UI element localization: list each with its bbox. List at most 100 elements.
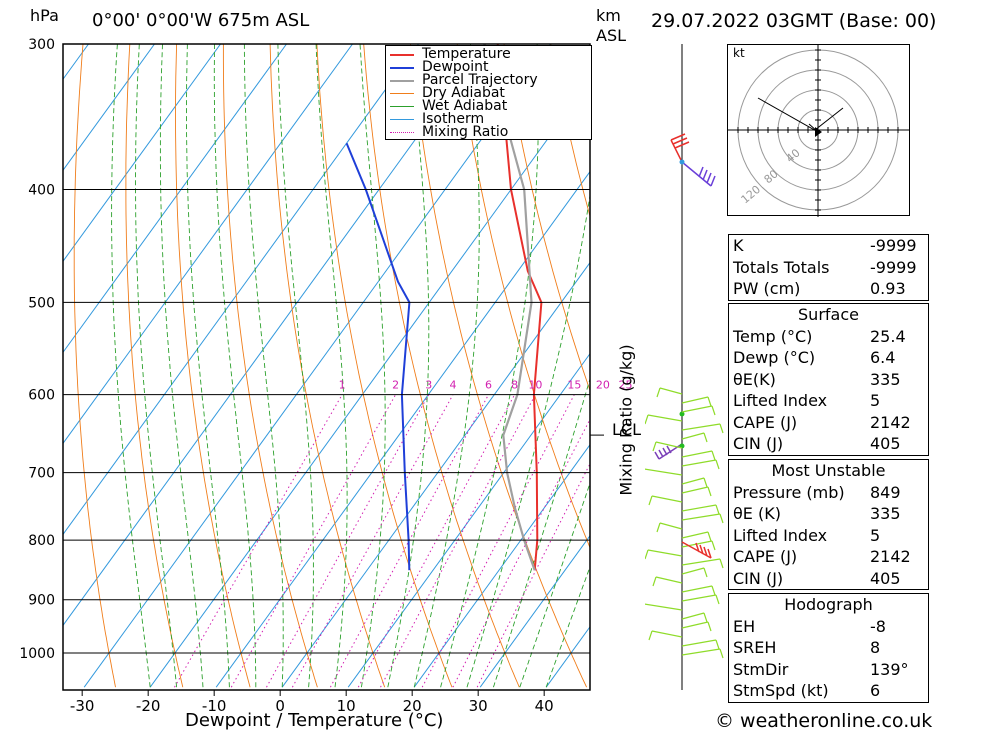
- isotherm-line: [479, 534, 590, 688]
- series-dewpoint: [345, 142, 411, 571]
- km-label: km: [596, 6, 621, 25]
- legend-item-dry-adiabat: Dry Adiabat: [390, 86, 505, 100]
- x-tick-label: -10: [202, 697, 227, 715]
- wind-barb: [681, 432, 708, 443]
- k-index-row: K -9999: [733, 236, 917, 255]
- isotherm-line: [149, 79, 590, 688]
- wet-adiabat-line: [466, 192, 590, 688]
- wet-adiabat-line: [111, 44, 151, 688]
- dry-adiabat-line: [363, 44, 520, 688]
- series-parcel-trajectory: [483, 44, 536, 571]
- surface-cape-row: CAPE (J) 2142: [733, 412, 911, 432]
- pressure-tick-label: 400: [28, 183, 55, 199]
- legend-item-isotherm: Isotherm: [390, 112, 484, 126]
- mixing-ratio-label: 25: [618, 379, 632, 392]
- isotherm-line: [63, 44, 353, 445]
- wet-adiabat-line: [186, 44, 230, 688]
- indices-panel: K -9999 Totals Totals -9999 PW (cm) 0.93: [728, 234, 929, 301]
- stmspd-row: StmSpd (kt) 6: [733, 681, 881, 700]
- pressure-tick-label: 700: [28, 466, 55, 482]
- wind-barb: [681, 567, 708, 578]
- wet-adiabat-line: [387, 44, 430, 688]
- most-unstable-panel: Most Unstable Pressure (mb) 849 θE (K) 335…: [728, 459, 929, 590]
- wind-barb: [681, 405, 716, 416]
- legend-item-dewpoint: Dewpoint: [390, 60, 489, 74]
- isotherm-line: [63, 44, 419, 536]
- wind-barb: [656, 387, 683, 398]
- mu-li-row: Lifted Index 5: [733, 525, 881, 545]
- legend-item-temperature: Temperature: [390, 47, 511, 61]
- x-tick-label: -20: [136, 697, 161, 715]
- lcl-label: LCL: [612, 420, 641, 439]
- x-tick-label: 20: [403, 697, 422, 715]
- isotherm-line: [413, 443, 590, 688]
- mixing-ratio-line: [291, 394, 454, 688]
- wind-profile: [645, 44, 724, 690]
- dry-adiabat-line: [222, 44, 318, 688]
- wind-barb: [681, 450, 716, 461]
- hodograph-indices-panel: Hodograph EH -8 SREH 8 StmDir 139° StmSpd (…: [728, 593, 929, 703]
- surface-temp-row: Temp (°C) 25.4: [733, 326, 906, 346]
- surface-title: Surface: [798, 305, 859, 324]
- wind-barb: [645, 549, 683, 560]
- series-temperature: [496, 44, 543, 571]
- dry-adiabat-line: [972, 44, 1000, 687]
- wind-barb: [681, 612, 708, 623]
- chart-legend: Temperature Dewpoint Parcel Trajectory D…: [385, 45, 592, 140]
- isotherm-line: [63, 44, 221, 263]
- wind-barb: [681, 504, 720, 515]
- wind-barb: [681, 423, 724, 434]
- mixing-ratio-label: 2: [392, 379, 399, 392]
- mixing-ratio-line: [174, 394, 343, 688]
- wind-barb: [681, 621, 712, 632]
- wet-adiabat-line: [243, 44, 284, 688]
- storm-motion-marker: [815, 127, 822, 137]
- wet-adiabat-line: [545, 565, 590, 688]
- wind-barb: [652, 576, 683, 587]
- mixing-ratio-line: [476, 462, 590, 688]
- mixing-ratio-label: 4: [450, 379, 457, 392]
- x-tick-label: -30: [70, 697, 95, 715]
- location-title: 0°00' 0°00'W 675m ASL: [92, 10, 310, 31]
- x-tick-label: 10: [337, 697, 356, 715]
- wind-barb: [645, 603, 683, 611]
- surface-dewp-row: Dewp (°C) 6.4: [733, 348, 896, 367]
- x-tick-label: 40: [535, 697, 554, 715]
- hodograph-unit: kt: [733, 46, 745, 60]
- isotherm-line: [63, 44, 485, 627]
- dry-adiabat-line: [456, 44, 590, 549]
- wind-barb: [681, 639, 720, 650]
- wet-adiabat-line: [492, 377, 590, 688]
- mixing-ratio-label: 15: [567, 379, 581, 392]
- stmdir-row: StmDir 139°: [733, 659, 909, 679]
- mixing-ratio-line: [421, 394, 575, 688]
- surface-cin-row: CIN (J) 405: [733, 434, 901, 453]
- wind-barb: [681, 648, 724, 659]
- mixing-ratio-label: 6: [485, 379, 492, 392]
- wind-barb: [645, 414, 683, 425]
- dry-adiabat-line: [925, 44, 1000, 687]
- dry-adiabat-line: [409, 44, 588, 688]
- hodograph-indices-title: Hodograph: [784, 595, 873, 614]
- wind-barbs-mid: [654, 411, 685, 460]
- dry-adiabat-line: [503, 44, 590, 392]
- hodograph: kt 40 80 120: [727, 44, 910, 217]
- wind-barb-red: [681, 541, 712, 559]
- mixing-ratio-label: 8: [511, 379, 518, 392]
- mixing-ratio-label: 1: [339, 379, 346, 392]
- wind-barb: [652, 441, 683, 452]
- surface-li-row: Lifted Index 5: [733, 391, 881, 410]
- legend-item-mixing-ratio: Mixing Ratio: [390, 125, 508, 139]
- eh-row: EH -8: [733, 616, 886, 636]
- wet-adiabat-line: [413, 44, 480, 688]
- x-tick-label: 30: [469, 697, 488, 715]
- wet-adiabat-line: [159, 44, 204, 688]
- dry-adiabat-line: [175, 44, 251, 688]
- wet-adiabat-line: [277, 44, 314, 688]
- isotherm-line: [215, 170, 590, 688]
- most-unstable-title: Most Unstable: [771, 461, 886, 480]
- pressure-unit-label: hPa: [30, 6, 59, 25]
- wind-barb: [681, 531, 712, 542]
- wet-adiabat-line: [315, 44, 348, 688]
